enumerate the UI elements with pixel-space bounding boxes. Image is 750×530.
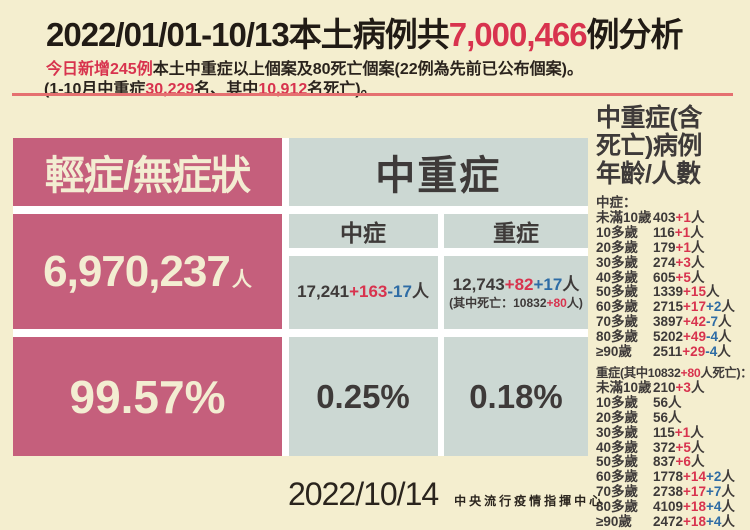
age-value: 210+3人 <box>653 379 705 395</box>
age-row: ≥90歲 2472+18+4人 <box>596 514 748 530</box>
age-row: 70多歲 3897+42-7人 <box>596 314 748 330</box>
age-value: 116+1人 <box>653 224 704 240</box>
severe-age-section: 重症(其中10832+80人死亡)： 未滿10歲 210+3人 10多歲 56人 20多… <box>596 365 750 530</box>
age-value: 115+1人 <box>653 424 704 440</box>
age-label: 70多歲 <box>596 314 639 330</box>
age-value: 4109+18+4人 <box>653 499 735 515</box>
footer-org: 中央流行疫情指揮中心 <box>454 494 605 508</box>
age-row: 40多歲 372+5人 <box>596 439 748 456</box>
panel-severe-percent: 0.18% <box>444 337 588 456</box>
age-value: 403+1人 <box>653 209 705 225</box>
moderate-age-section: 中症： 未滿10歲 403+1人 10多歲 116+1人 20多歲 179+1人 30多歲 2… <box>596 195 748 360</box>
panel-mild-count: 6,970,237 人 <box>13 214 282 329</box>
subtitle-line-1: 今日新增245例本土中重症以上個案及80死亡個案(22例為先前已公布個案)。 <box>46 61 583 78</box>
age-value: 2738+17+7人 <box>653 484 735 500</box>
age-value: 1778+14+2人 <box>653 469 735 485</box>
age-row: 30多歲 115+1人 <box>596 424 748 441</box>
severe-death-note: (其中死亡：10832+80人) <box>449 295 583 310</box>
age-row: 10多歲 56人 <box>596 394 748 411</box>
severe-age-list: 未滿10歲 210+3人 10多歲 56人 20多歲 56人 30多歲 115+1人 40多歲 3… <box>596 379 748 530</box>
age-label: 30多歲 <box>596 254 639 270</box>
panel-moderate-severe-header: 中重症 <box>288 138 588 206</box>
panel-severe-label: 重症 <box>444 214 588 248</box>
age-row: 80多歲 4109+18+4人 <box>596 499 748 515</box>
age-label: 80多歲 <box>596 499 639 515</box>
age-row: 60多歲 1778+14+2人 <box>596 469 748 485</box>
age-label: ≥90歲 <box>596 514 632 530</box>
age-value: 179+1人 <box>653 239 705 255</box>
age-label: 50多歲 <box>596 454 639 470</box>
mild-count-value: 6,970,237 <box>43 246 231 296</box>
moderate-age-list: 未滿10歲 403+1人 10多歲 116+1人 20多歲 179+1人 30多歲 274+3… <box>596 209 748 360</box>
age-row: 30多歲 274+3人 <box>596 254 748 271</box>
panel-mild-header: 輕症/無症狀 <box>13 138 282 206</box>
age-row: ≥90歲 2511+29-4人 <box>596 344 748 360</box>
age-value: 2715+17+2人 <box>653 299 735 315</box>
age-label: 未滿10歲 <box>596 209 652 225</box>
age-stats-sidebar: 中重症(含 死亡)病例 年齡/人數 中症： 未滿10歲 403+1人 10多歲 116… <box>596 104 750 530</box>
age-label: 60多歲 <box>596 469 639 485</box>
moderate-count-value: 17,241+163-17人 <box>297 282 429 302</box>
panel-severe-count: 12,743+82+17人 (其中死亡：10832+80人) <box>444 256 588 329</box>
age-value: 1339+15人 <box>653 284 720 300</box>
age-value: 2472+18+4人 <box>653 514 735 530</box>
footer-date: 2022/10/14 <box>288 476 439 512</box>
age-value: 372+5人 <box>653 439 705 455</box>
age-row: 50多歲 1339+15人 <box>596 284 748 300</box>
age-label: 50多歲 <box>596 284 639 300</box>
severe-section-heading: 重症(其中10832+80人死亡)： <box>596 365 750 380</box>
age-label: 20多歲 <box>596 239 639 255</box>
age-value: 56人 <box>653 394 682 410</box>
age-value: 5202+49-4人 <box>653 329 732 345</box>
age-value: 2511+29-4人 <box>653 344 731 360</box>
age-row: 未滿10歲 403+1人 <box>596 209 748 226</box>
age-value: 56人 <box>653 409 682 425</box>
age-row: 20多歲 179+1人 <box>596 239 748 256</box>
age-row: 70多歲 2738+17+7人 <box>596 484 748 500</box>
age-label: 80多歲 <box>596 329 639 345</box>
stats-grid: 輕症/無症狀 中重症 6,970,237 人 中症 重症 17,241+163-… <box>13 138 588 456</box>
age-label: ≥90歲 <box>596 344 632 360</box>
panel-moderate-label: 中症 <box>288 214 438 248</box>
moderate-section-heading: 中症： <box>596 195 637 210</box>
age-label: 30多歲 <box>596 424 639 440</box>
age-value: 837+6人 <box>653 454 705 470</box>
panel-mild-percent: 99.57% <box>13 337 282 456</box>
age-label: 10多歲 <box>596 224 639 240</box>
age-row: 40多歲 605+5人 <box>596 269 748 286</box>
panel-moderate-percent: 0.25% <box>288 337 438 456</box>
age-label: 20多歲 <box>596 409 639 425</box>
age-value: 3897+42-7人 <box>653 314 732 330</box>
severe-count-value: 12,743+82+17人 <box>452 275 580 295</box>
age-label: 60多歲 <box>596 299 639 315</box>
age-row: 60多歲 2715+17+2人 <box>596 299 748 315</box>
divider-line <box>12 93 733 96</box>
footer: 2022/10/14 中央流行疫情指揮中心 <box>288 476 604 513</box>
age-label: 未滿10歲 <box>596 379 652 395</box>
age-value: 274+3人 <box>653 254 705 270</box>
mild-count-unit: 人 <box>231 268 252 291</box>
age-row: 未滿10歲 210+3人 <box>596 379 748 396</box>
page-title: 2022/01/01-10/13本土病例共7,000,466例分析 <box>46 16 684 53</box>
age-row: 20多歲 56人 <box>596 409 748 426</box>
age-row: 50多歲 837+6人 <box>596 454 748 470</box>
age-row: 80多歲 5202+49-4人 <box>596 329 748 345</box>
age-label: 40多歲 <box>596 439 639 455</box>
age-row: 10多歲 116+1人 <box>596 224 748 241</box>
age-label: 40多歲 <box>596 269 639 285</box>
sidebar-title: 中重症(含 死亡)病例 年齡/人數 <box>596 104 702 188</box>
age-value: 605+5人 <box>653 269 705 285</box>
panel-moderate-count: 17,241+163-17人 <box>288 256 438 329</box>
age-label: 70多歲 <box>596 484 639 500</box>
age-label: 10多歲 <box>596 394 639 410</box>
mild-count-wrap: 6,970,237 人 <box>43 247 252 297</box>
